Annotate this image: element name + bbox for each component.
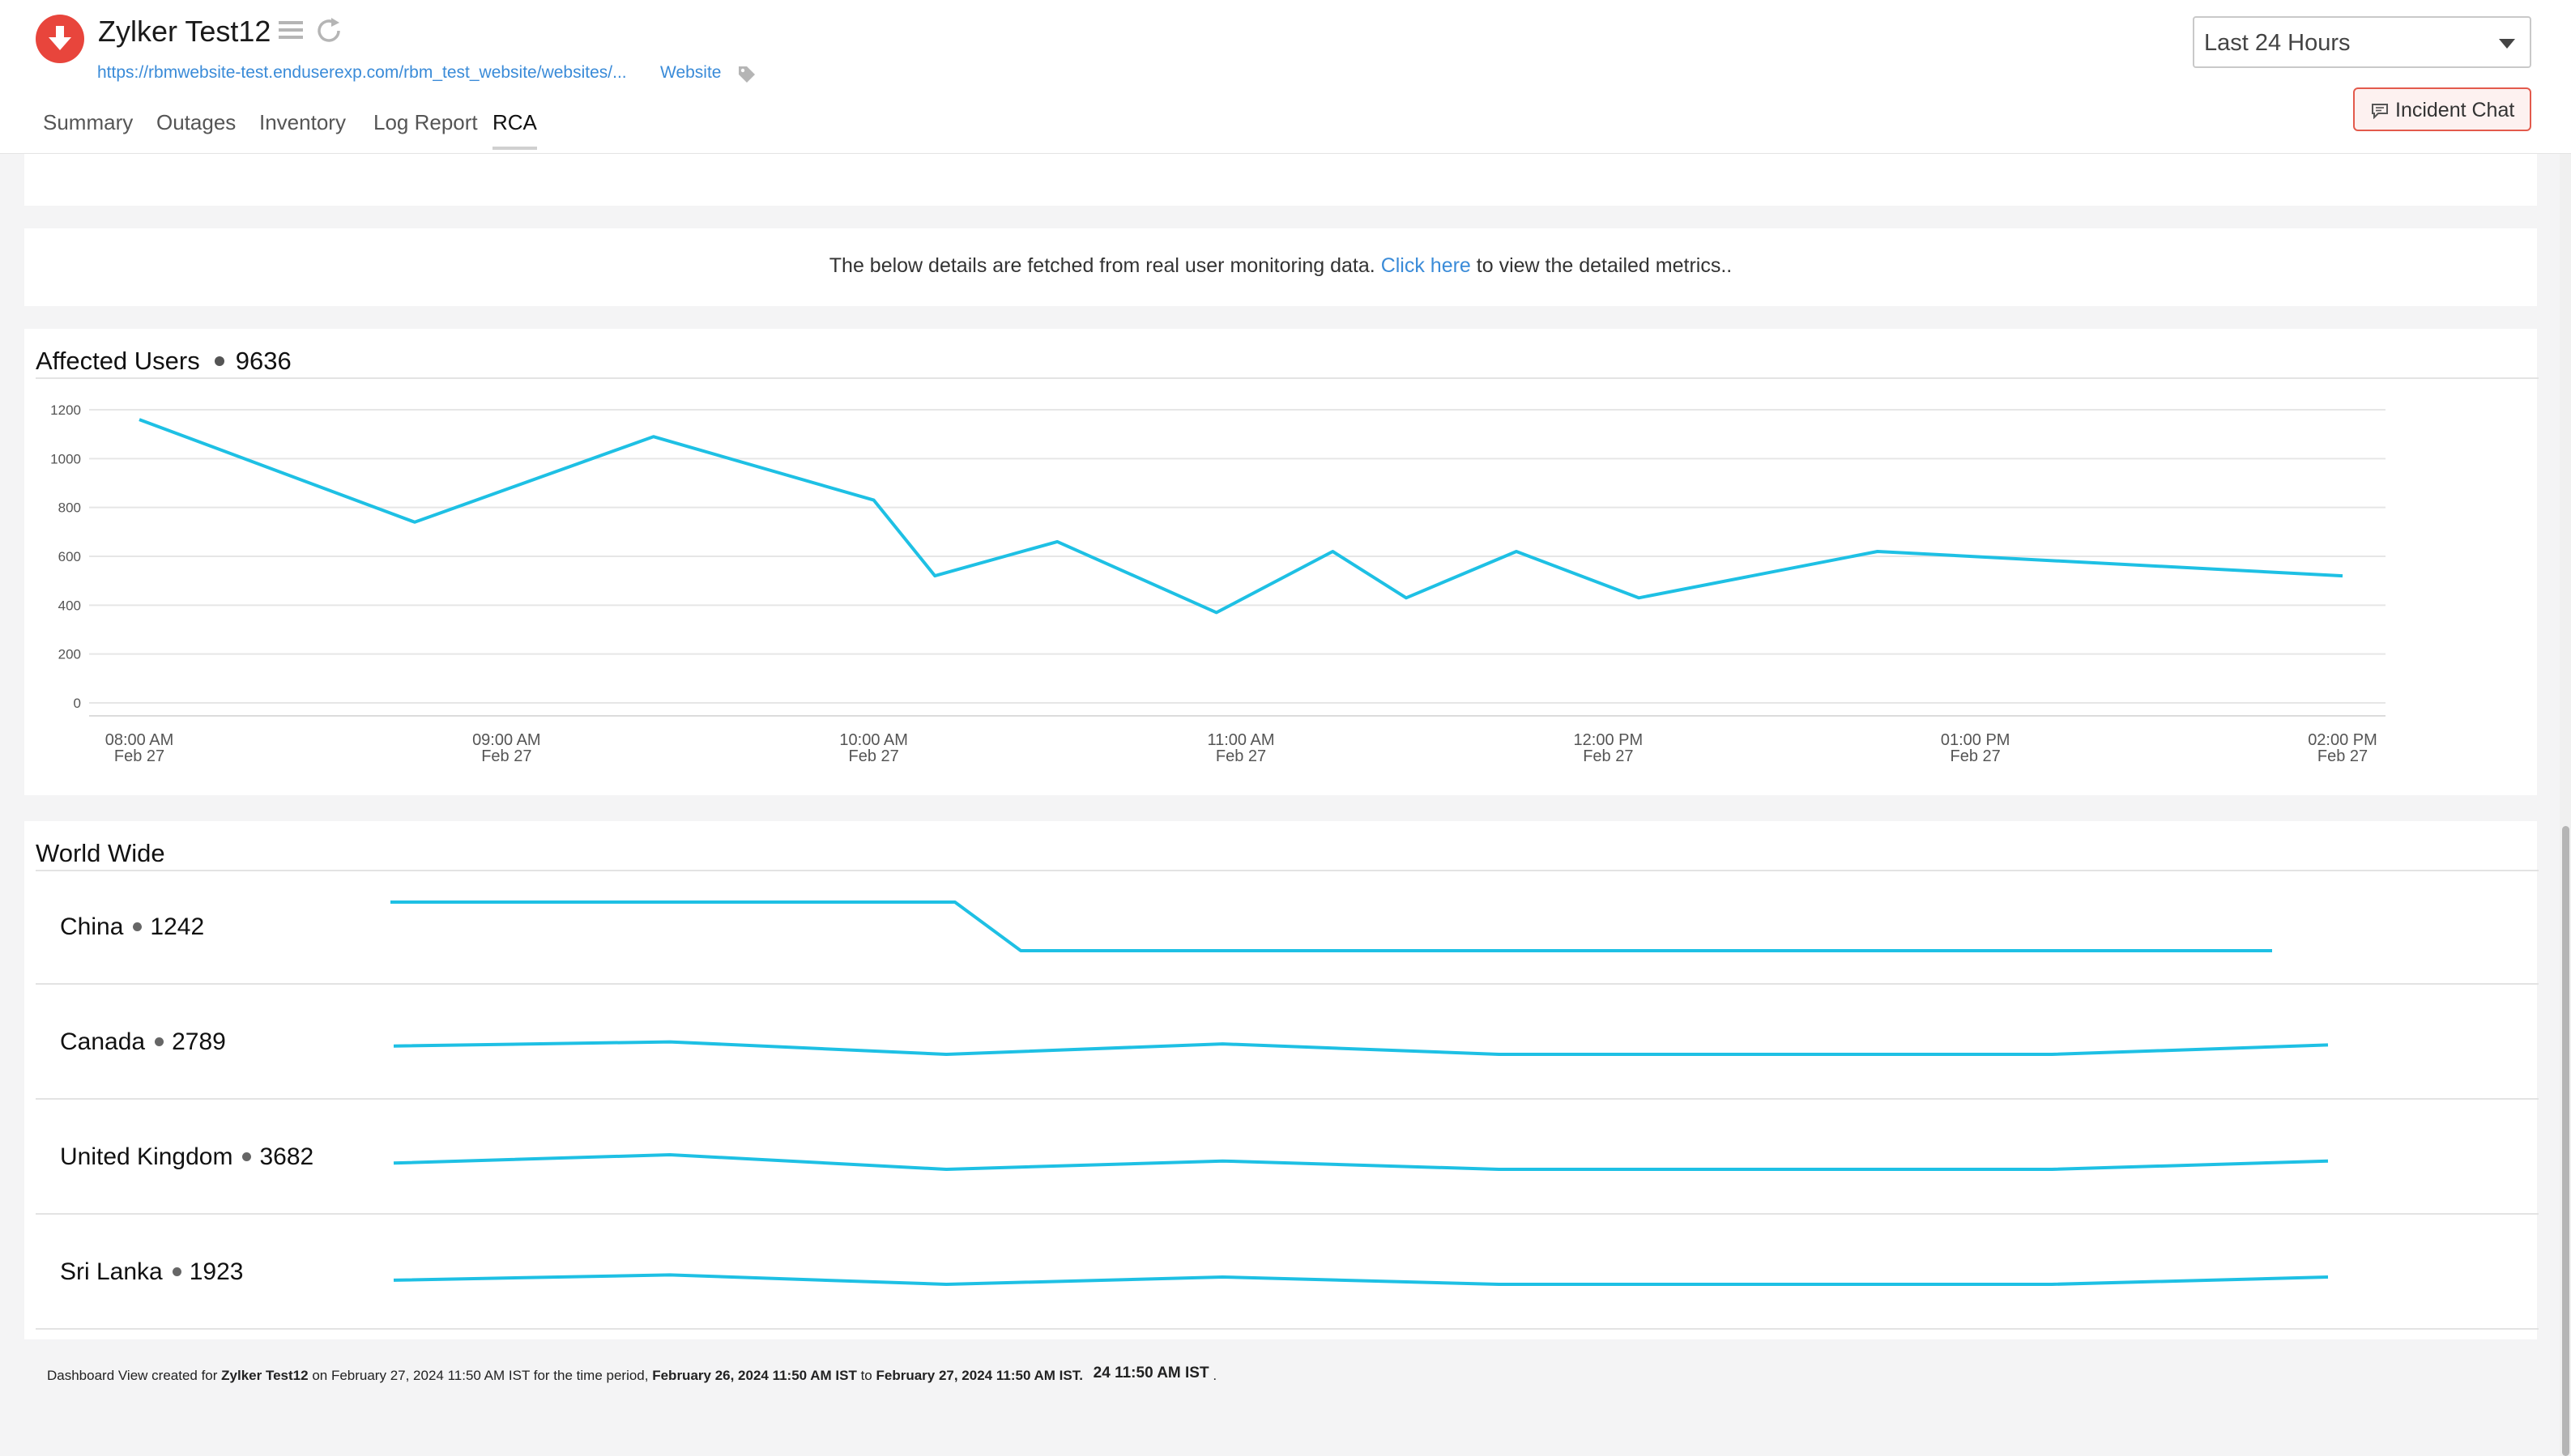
separator-dot: [155, 1037, 164, 1046]
country-count: 3682: [259, 1143, 314, 1170]
country-label-sri-lanka: Sri Lanka 1923: [60, 1258, 244, 1286]
world-wide-title: World Wide: [36, 839, 165, 867]
notice-text: The below details are fetched from real …: [829, 254, 1375, 277]
affected-users-series-line[interactable]: [139, 418, 2343, 615]
tab-outages[interactable]: Outages: [156, 110, 237, 134]
incident-chat-label: Incident Chat: [2395, 99, 2515, 121]
x-tick-label: 08:00 AM: [105, 731, 174, 749]
x-tick-label: 11:00 AM: [1207, 731, 1274, 749]
footer-monitor: Zylker Test12: [221, 1368, 309, 1383]
x-tick-date: Feb 27: [114, 747, 164, 765]
y-tick-label: 1000: [50, 451, 81, 466]
country-count: 2789: [172, 1028, 226, 1055]
country-label-canada: Canada 2789: [60, 1028, 226, 1056]
sparkline-canada[interactable]: [393, 1040, 2329, 1056]
row-divider: [36, 983, 2539, 985]
country-name: China: [60, 913, 124, 940]
separator-dot: [172, 1267, 181, 1276]
country-label-china: China 1242: [60, 913, 204, 941]
x-tick-date: Feb 27: [1951, 747, 2001, 765]
world-wide-panel: World Wide China 1242 Canada 2789 United K…: [24, 821, 2539, 1339]
notice-text-after: to view the detailed metrics..: [1476, 254, 1733, 277]
tab-summary[interactable]: Summary: [43, 110, 134, 134]
x-tick-date: Feb 27: [1583, 747, 1633, 765]
affected-users-total: 9636: [235, 347, 292, 375]
x-tick-label: 01:00 PM: [1941, 731, 2010, 749]
dashboard-footer: Dashboard View created for Zylker Test12…: [47, 1364, 1217, 1385]
sparkline-sri-lanka[interactable]: [393, 1273, 2329, 1286]
footer-to-word: to: [860, 1368, 872, 1383]
sparkline-china[interactable]: [390, 900, 2272, 952]
sparkline-united-kingdom[interactable]: [393, 1153, 2329, 1171]
affected-users-panel: Affected Users 9636 0 200 400 600 800 1000 1200…: [24, 329, 2539, 795]
x-tick-date: Feb 27: [2317, 747, 2368, 765]
separator-dot: [214, 355, 224, 366]
footer-to: February 27, 2024 11:50 AM IST.: [876, 1368, 1083, 1383]
y-tick-label: 800: [58, 500, 81, 516]
rum-notice-panel: The below details are fetched from real …: [24, 228, 2537, 306]
affected-users-title: Affected Users: [36, 347, 200, 375]
country-label-united-kingdom: United Kingdom 3682: [60, 1143, 313, 1171]
y-tick-label: 200: [58, 647, 81, 662]
x-tick-date: Feb 27: [1216, 747, 1266, 765]
footer-from: February 26, 2024 11:50 AM IST: [652, 1368, 857, 1383]
monitor-name: Zylker Test12: [98, 15, 271, 48]
chat-icon: [2372, 104, 2388, 119]
tab-rca[interactable]: RCA: [492, 110, 537, 150]
x-tick-label: 02:00 PM: [2308, 731, 2377, 749]
country-name: United Kingdom: [60, 1143, 233, 1170]
row-divider: [36, 1213, 2539, 1215]
time-range-value: Last 24 Hours: [2204, 30, 2351, 56]
x-tick-date: Feb 27: [849, 747, 899, 765]
tag-icon[interactable]: [737, 65, 757, 88]
x-tick-label: 10:00 AM: [839, 731, 908, 749]
x-tick-label: 12:00 PM: [1574, 731, 1644, 749]
click-here-link[interactable]: Click here: [1380, 254, 1471, 277]
row-divider: [36, 1098, 2539, 1100]
rum-notice: The below details are fetched from real …: [24, 254, 2537, 278]
chevron-down-icon: [2499, 39, 2515, 49]
row-divider: [36, 1328, 2539, 1330]
menu-icon[interactable]: [279, 19, 303, 45]
world-wide-sparklines: [390, 900, 2329, 1286]
country-count: 1242: [150, 913, 205, 940]
monitor-header: Zylker Test12 https://rbmwebsite-test.en…: [0, 0, 2571, 154]
separator-dot: [242, 1152, 252, 1161]
scrollbar-thumb[interactable]: [2562, 826, 2569, 1456]
monitor-url-link[interactable]: https://rbmwebsite-test.enduserexp.com/r…: [97, 63, 627, 82]
time-range-select[interactable]: Last 24 Hours: [2193, 16, 2531, 68]
down-status-icon: [36, 15, 84, 63]
section-divider: [36, 377, 2539, 379]
footer-extra: 24 11:50 AM IST: [1093, 1364, 1209, 1381]
country-count: 1923: [189, 1258, 244, 1285]
incident-chat-button[interactable]: Incident Chat: [2353, 87, 2531, 131]
separator-dot: [133, 922, 143, 931]
y-tick-label: 400: [58, 598, 81, 613]
tab-inventory[interactable]: Inventory: [259, 110, 346, 134]
affected-users-heading: Affected Users 9636: [36, 347, 292, 376]
rca-top-panel: [24, 154, 2537, 206]
y-tick-label: 600: [58, 549, 81, 564]
country-name: Canada: [60, 1028, 146, 1055]
tab-log-report[interactable]: Log Report: [373, 110, 478, 134]
footer-prefix: Dashboard View created for: [47, 1368, 218, 1383]
monitor-type-link[interactable]: Website: [660, 63, 722, 82]
y-tick-label: 0: [74, 696, 81, 711]
footer-extra-suffix: .: [1213, 1368, 1217, 1383]
country-name: Sri Lanka: [60, 1258, 163, 1285]
y-tick-label: 1200: [50, 402, 81, 418]
refresh-icon[interactable]: [314, 16, 343, 49]
section-divider: [36, 870, 2539, 871]
x-tick-date: Feb 27: [481, 747, 531, 765]
x-tick-label: 09:00 AM: [472, 731, 541, 749]
footer-created-on: on February 27, 2024 11:50 AM IST for th…: [312, 1368, 649, 1383]
